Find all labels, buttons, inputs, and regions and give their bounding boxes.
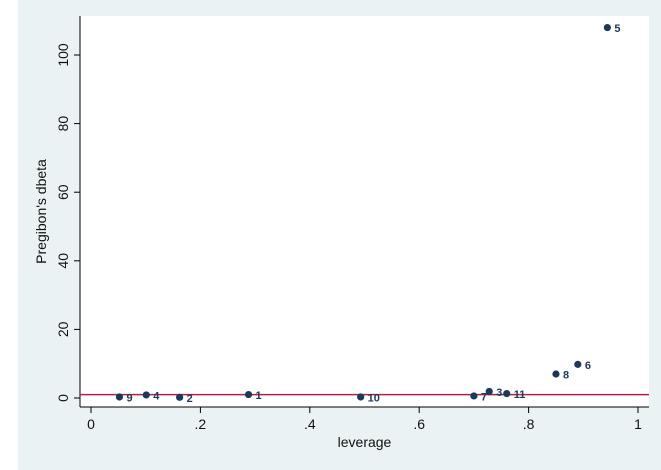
data-point-label: 2 [187, 393, 193, 405]
data-point-label: 9 [126, 392, 132, 404]
data-point [574, 360, 582, 368]
data-point [503, 389, 511, 398]
y-tick-label: 40 [55, 253, 71, 269]
data-point-label: 7 [481, 391, 487, 403]
data-point [115, 393, 124, 401]
x-tick-label: .8 [523, 416, 535, 432]
y-tick-label: 100 [55, 43, 71, 67]
x-tick-label: 1 [634, 416, 642, 432]
data-point [176, 393, 184, 401]
plot-area [80, 16, 649, 407]
x-tick-label: .4 [304, 416, 316, 432]
y-tick-label: 80 [55, 116, 71, 132]
data-point [485, 387, 493, 396]
x-tick-label: .6 [413, 416, 425, 432]
points-group: 9 4 2 1 10 7 3 11 8 6 5 [115, 23, 620, 405]
data-point-label: 6 [585, 360, 591, 372]
data-point [244, 390, 253, 399]
data-point-label: 11 [514, 389, 526, 401]
data-point [603, 23, 611, 32]
y-tick-label: 0 [55, 394, 71, 402]
data-point-label: 5 [614, 23, 620, 35]
data-point [552, 370, 560, 378]
y-tick-label: 20 [55, 321, 71, 337]
data-point [142, 391, 150, 399]
x-axis-title: leverage [338, 434, 392, 450]
x-tick-label: 0 [87, 416, 95, 432]
y-axis-title: Pregibon's dbeta [33, 159, 49, 264]
y-tick-label: 60 [55, 184, 71, 200]
data-point-label: 4 [153, 390, 160, 402]
data-point-label: 8 [563, 369, 569, 381]
data-point-label: 3 [496, 387, 502, 399]
data-point-label: 1 [256, 390, 262, 402]
data-point [357, 393, 365, 401]
x-tick-label: .2 [195, 416, 207, 432]
data-point-label: 10 [368, 392, 380, 404]
data-point [470, 392, 478, 400]
